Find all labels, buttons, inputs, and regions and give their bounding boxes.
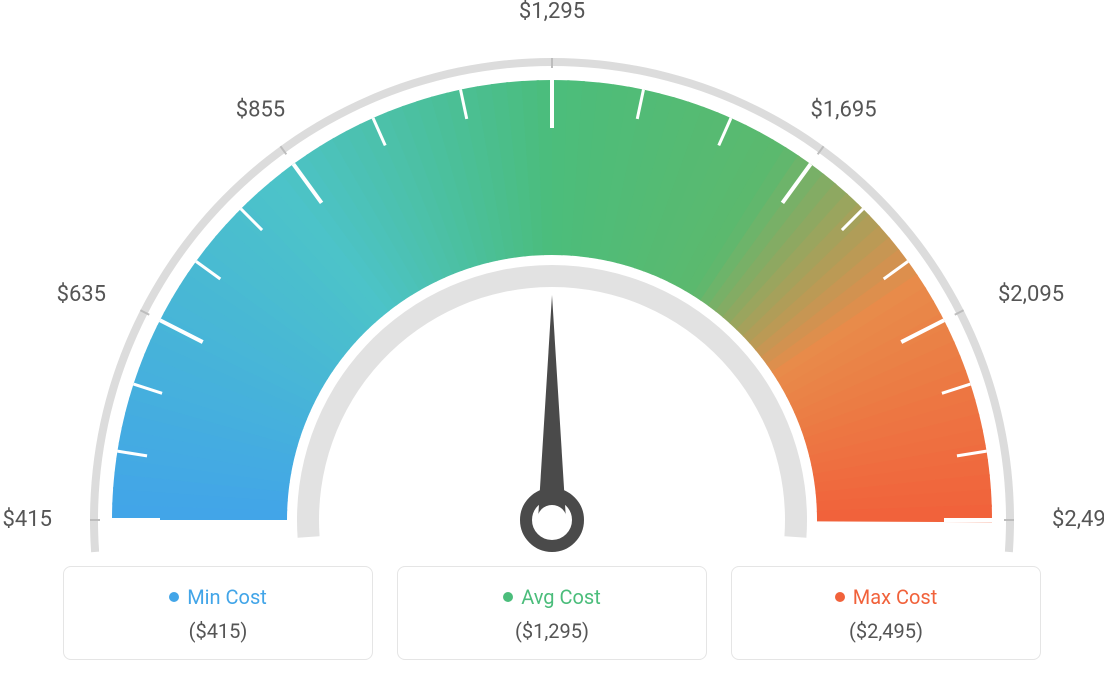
legend-value-min: ($415) xyxy=(74,619,362,643)
legend-label-max: Max Cost xyxy=(835,585,938,609)
tick-label: $1,295 xyxy=(519,0,585,24)
legend-text-min: Min Cost xyxy=(187,585,267,609)
tick-label: $2,095 xyxy=(998,282,1064,307)
tick-label: $2,495 xyxy=(1052,507,1104,532)
legend-card-max: Max Cost ($2,495) xyxy=(731,566,1041,660)
tick-label: $415 xyxy=(3,507,52,532)
legend-dot-min xyxy=(169,592,179,602)
legend-label-min: Min Cost xyxy=(169,585,267,609)
legend-card-min: Min Cost ($415) xyxy=(63,566,373,660)
gauge-svg: $415 $635 $855 $1,295 $1,695 $2,095 $2,495 xyxy=(0,0,1104,560)
legend-value-max: ($2,495) xyxy=(742,619,1030,643)
legend-text-avg: Avg Cost xyxy=(521,585,601,609)
legend-value-avg: ($1,295) xyxy=(408,619,696,643)
legend-text-max: Max Cost xyxy=(853,585,938,609)
tick-label: $1,695 xyxy=(810,98,876,123)
needle xyxy=(538,295,566,520)
legend-card-avg: Avg Cost ($1,295) xyxy=(397,566,707,660)
tick-label: $635 xyxy=(57,282,106,307)
cost-gauge-chart: $415 $635 $855 $1,295 $1,695 $2,095 $2,495 Min… xyxy=(0,0,1104,690)
legend-dot-avg xyxy=(503,592,513,602)
legend-dot-max xyxy=(835,592,845,602)
needle-hub-inner xyxy=(537,505,567,535)
legend-label-avg: Avg Cost xyxy=(503,585,601,609)
tick-label: $855 xyxy=(236,98,285,123)
legend-row: Min Cost ($415) Avg Cost ($1,295) Max Co… xyxy=(0,566,1104,660)
